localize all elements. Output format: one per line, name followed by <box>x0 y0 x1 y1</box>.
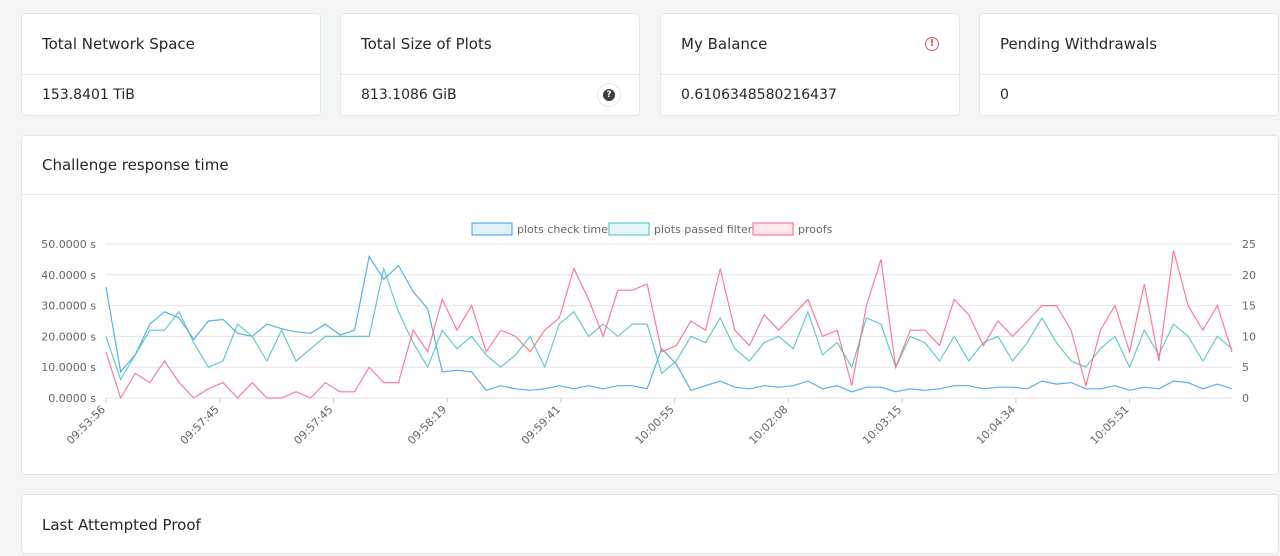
legend-swatch <box>752 222 794 236</box>
stat-card-body: 0 <box>980 75 1278 115</box>
y-left-tick-label: 0.0000 s <box>48 392 96 405</box>
stat-value: 153.8401 TiB <box>42 87 135 103</box>
y-right-tick-label: 5 <box>1242 361 1249 374</box>
y-left-tick-label: 10.0000 s <box>41 361 96 374</box>
x-tick-label: 09:58:19 <box>405 403 449 447</box>
chart-card-header: Challenge response time <box>22 136 1278 195</box>
x-tick-label: 09:53:56 <box>64 403 108 447</box>
y-left-tick-label: 50.0000 s <box>41 238 96 251</box>
x-tick-label: 10:04:34 <box>974 403 1018 447</box>
legend-label: plots passed filter <box>654 223 753 236</box>
y-right-tick-label: 20 <box>1242 269 1256 282</box>
x-tick-label: 09:57:45 <box>291 403 335 447</box>
card-title: Last Attempted Proof <box>42 516 201 534</box>
y-left-tick-label: 30.0000 s <box>41 300 96 313</box>
legend-label: proofs <box>798 223 833 236</box>
legend-swatch <box>471 222 513 236</box>
stat-card-body: 813.1086 GiB ? <box>341 75 639 115</box>
series-line <box>105 250 1233 400</box>
stat-value: 0.6106348580216437 <box>681 87 837 103</box>
stat-title: Pending Withdrawals <box>1000 35 1158 53</box>
x-tick-label: 10:02:08 <box>746 403 790 447</box>
stat-value: 813.1086 GiB <box>361 87 457 103</box>
series-line <box>105 254 1233 393</box>
chart-card-title: Challenge response time <box>42 156 229 174</box>
y-right-tick-label: 15 <box>1242 300 1256 313</box>
exclamation-circle-icon[interactable]: ! <box>925 37 939 51</box>
x-tick-label: 09:57:45 <box>178 403 222 447</box>
stat-title: My Balance <box>681 35 768 53</box>
stat-card-header: Total Size of Plots <box>341 14 639 75</box>
stat-value: 0 <box>1000 87 1009 103</box>
legend-swatch <box>608 222 650 236</box>
x-tick-label: 10:05:51 <box>1088 403 1132 447</box>
stat-card-header: Total Network Space <box>22 14 320 75</box>
y-left-tick-label: 40.0000 s <box>41 269 96 282</box>
challenge-response-card: Challenge response time plots check time… <box>21 135 1279 475</box>
x-tick-label: 09:59:41 <box>519 403 563 447</box>
stat-title: Total Size of Plots <box>361 35 492 53</box>
question-circle-icon[interactable]: ? <box>597 83 621 107</box>
card-header: Last Attempted Proof <box>22 495 1278 556</box>
stat-card-header: Pending Withdrawals <box>980 14 1278 75</box>
y-right-tick-label: 25 <box>1242 238 1256 251</box>
stat-card-balance: My Balance ! 0.6106348580216437 <box>660 13 960 116</box>
stat-card-plot-size: Total Size of Plots 813.1086 GiB ? <box>340 13 640 116</box>
series-line <box>105 266 1233 381</box>
last-attempted-proof-card: Last Attempted Proof <box>21 494 1279 556</box>
challenge-response-chart: plots check time plots passed filter proof… <box>41 222 1256 447</box>
y-right-tick-label: 10 <box>1242 330 1256 343</box>
x-tick-label: 10:00:55 <box>633 403 677 447</box>
legend-label: plots check time <box>517 223 608 236</box>
stat-card-body: 0.6106348580216437 <box>661 75 959 115</box>
stat-card-pending-withdrawals: Pending Withdrawals 0 <box>979 13 1279 116</box>
stat-card-header: My Balance ! <box>661 14 959 75</box>
stat-card-body: 153.8401 TiB <box>22 75 320 115</box>
y-right-tick-label: 0 <box>1242 392 1249 405</box>
y-left-tick-label: 20.0000 s <box>41 330 96 343</box>
stat-title: Total Network Space <box>42 35 195 53</box>
x-tick-label: 10:03:15 <box>860 403 904 447</box>
stat-card-network-space: Total Network Space 153.8401 TiB <box>21 13 321 116</box>
